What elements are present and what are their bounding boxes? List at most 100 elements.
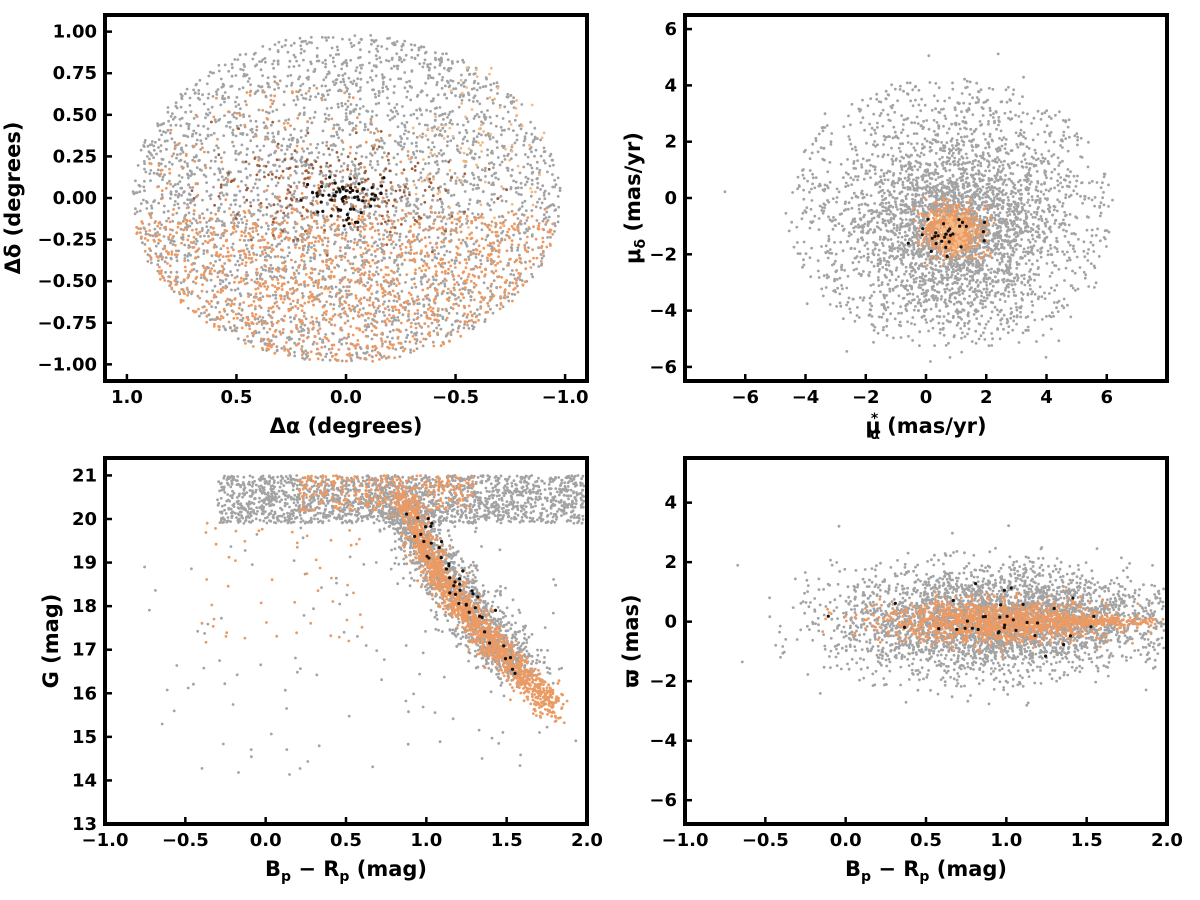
- data-point: [513, 141, 517, 145]
- data-point: [428, 74, 432, 77]
- data-point: [519, 237, 522, 241]
- data-point: [317, 272, 321, 276]
- data-point: [207, 92, 211, 96]
- data-point: [310, 151, 314, 155]
- data-point: [190, 292, 193, 296]
- data-point: [409, 43, 413, 46]
- data-point: [282, 345, 286, 348]
- data-point: [185, 228, 189, 232]
- data-point: [551, 185, 555, 189]
- data-point: [260, 346, 264, 350]
- data-point: [492, 166, 495, 170]
- data-point: [218, 317, 222, 321]
- data-point: [413, 56, 417, 60]
- data-point: [362, 283, 365, 287]
- data-point: [276, 181, 280, 185]
- data-point: [188, 186, 192, 189]
- data-point: [422, 337, 426, 341]
- data-point: [412, 349, 416, 353]
- data-point: [445, 96, 449, 100]
- data-point: [323, 249, 327, 252]
- data-point: [392, 282, 396, 285]
- data-point: [223, 97, 227, 100]
- data-point: [371, 345, 375, 349]
- data-point: [312, 284, 316, 288]
- data-point: [190, 189, 194, 193]
- data-point: [415, 298, 419, 302]
- data-point: [285, 221, 289, 225]
- data-point: [460, 73, 463, 77]
- data-point: [215, 90, 218, 94]
- data-point: [371, 110, 374, 113]
- data-point: [526, 177, 530, 181]
- data-point: [249, 201, 252, 204]
- data-point: [350, 292, 353, 296]
- data-point: [353, 176, 357, 180]
- data-point: [400, 252, 404, 255]
- data-point: [408, 242, 412, 246]
- data-point: [428, 317, 432, 321]
- data-point: [419, 202, 423, 206]
- data-point: [270, 339, 273, 342]
- data-point: [192, 197, 196, 200]
- data-point: [483, 117, 487, 121]
- data-point: [214, 306, 218, 309]
- data-point: [249, 83, 253, 87]
- data-point: [296, 301, 299, 304]
- data-point: [337, 89, 340, 93]
- data-point: [245, 91, 249, 94]
- data-point: [184, 213, 188, 217]
- data-point: [370, 355, 374, 358]
- data-point: [342, 162, 346, 165]
- data-point: [172, 240, 176, 243]
- data-point: [376, 222, 380, 226]
- data-point: [372, 313, 376, 316]
- data-point: [157, 201, 161, 205]
- data-point: [328, 88, 332, 92]
- data-point: [427, 303, 431, 306]
- data-point: [315, 146, 318, 150]
- data-point: [530, 182, 534, 186]
- data-point: [229, 213, 233, 217]
- data-point: [250, 278, 254, 282]
- data-point: [368, 353, 371, 357]
- data-point: [396, 141, 400, 145]
- data-point: [223, 229, 227, 232]
- data-point: [376, 306, 380, 310]
- data-point: [300, 40, 304, 44]
- data-point: [290, 337, 293, 341]
- data-point: [457, 304, 461, 307]
- data-point: [366, 288, 370, 291]
- data-point: [415, 317, 419, 321]
- data-point: [228, 326, 232, 329]
- data-point: [221, 289, 225, 293]
- data-point: [252, 300, 256, 303]
- data-point: [432, 97, 435, 101]
- data-point: [268, 327, 272, 331]
- data-point: [249, 139, 253, 143]
- data-point: [212, 295, 216, 299]
- data-point: [192, 235, 196, 239]
- data-point: [232, 144, 236, 148]
- data-point: [377, 299, 380, 303]
- data-point: [316, 347, 320, 351]
- data-point: [265, 126, 269, 130]
- data-point: [408, 193, 411, 197]
- data-point: [390, 323, 394, 326]
- data-point: [186, 254, 189, 258]
- data-point: [251, 236, 255, 240]
- data-point: [353, 34, 357, 37]
- data-point: [364, 125, 367, 129]
- data-point: [358, 55, 362, 59]
- data-point: [363, 128, 366, 132]
- data-point: [522, 213, 526, 217]
- data-point: [216, 275, 220, 279]
- data-point: [302, 113, 306, 116]
- data-point: [171, 112, 174, 115]
- data-point: [341, 77, 345, 81]
- data-point: [399, 247, 403, 251]
- data-point: [380, 332, 383, 336]
- data-point: [413, 183, 416, 187]
- data-point: [392, 328, 395, 332]
- data-point: [280, 144, 284, 148]
